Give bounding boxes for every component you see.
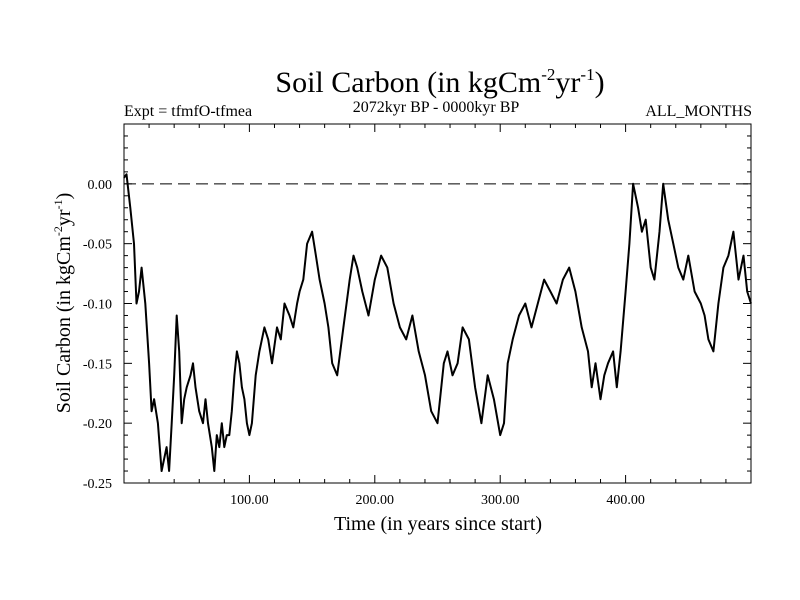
y-tick-label: -0.25	[83, 477, 112, 492]
y-tick-label: -0.20	[83, 417, 112, 432]
y-tick-label: -0.10	[83, 298, 112, 313]
series-line-soil-carbon	[123, 173, 752, 472]
y-tick-label: -0.05	[83, 238, 112, 253]
plot-frame	[123, 123, 752, 484]
y-tick-label: 0.00	[88, 178, 113, 193]
y-tick-label: -0.15	[83, 357, 112, 372]
subtitle-period: 2072kyr BP - 0000kyr BP	[353, 99, 520, 116]
x-tick-label: 400.00	[606, 493, 645, 508]
x-axis-ticks: 100.00 200.00 300.00 400.00	[148, 124, 727, 508]
subtitle-months: ALL_MONTHS	[645, 103, 752, 120]
x-axis-label: Time (in years since start)	[334, 513, 542, 535]
x-tick-label: 300.00	[481, 493, 520, 508]
y-axis-label: Soil Carbon (in kgCm-2yr-1)	[51, 193, 75, 414]
x-tick-label: 100.00	[230, 493, 269, 508]
chart-title: Soil Carbon (in kgCm-2yr-1)	[275, 65, 604, 99]
y-axis-ticks: 0.00 -0.05 -0.10 -0.15 -0.20 -0.25	[83, 123, 751, 492]
subtitle-experiment: Expt = tfmfO-tfmea	[124, 103, 252, 120]
x-tick-label: 200.00	[356, 493, 395, 508]
